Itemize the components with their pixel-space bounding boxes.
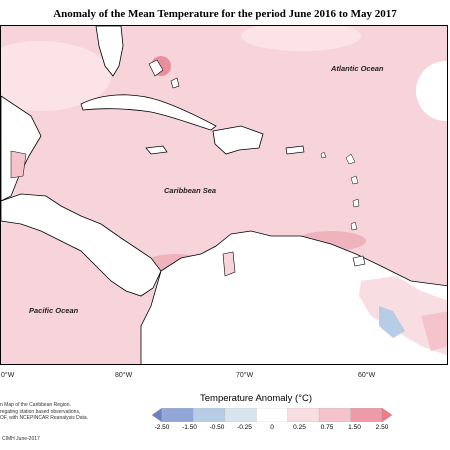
florida-landmass	[95, 26, 124, 77]
legend-tick-label: -0.25	[237, 424, 252, 431]
legend-color-cell	[287, 408, 320, 422]
south-america-landmass	[140, 230, 447, 364]
info-line: OF, with NCEPINCAR Reanalysis Data.	[0, 415, 89, 421]
legend-color-cell	[256, 408, 288, 422]
lesser-antilles-island	[345, 153, 356, 165]
lesser-antilles-island	[320, 151, 327, 159]
legend-tick-label: 0.25	[293, 424, 306, 431]
legend-tick-label: 0	[270, 424, 274, 431]
caribbean-sea-label: Caribbean Sea	[164, 186, 217, 195]
atlantic-ocean-label: Atlantic Ocean	[331, 64, 384, 73]
lesser-antilles-island	[352, 198, 360, 208]
map-panel: Atlantic Ocean Caribbean Sea Pacific Oce…	[0, 25, 448, 365]
legend-tick-label: -1.50	[182, 424, 197, 431]
legend-title: Temperature Anomaly (°C)	[200, 393, 313, 404]
lesser-antilles-island	[350, 221, 358, 231]
legend-arrow-high	[381, 408, 392, 422]
belize-anomaly	[10, 150, 27, 179]
info-text: n Map of the Caribbean Region. regating …	[0, 402, 130, 422]
bahamas-island	[148, 59, 164, 77]
lesser-antilles-island	[350, 175, 359, 185]
pacific-ocean-label: Pacific Ocean	[29, 306, 79, 315]
legend-tick-label: 0.75	[320, 424, 334, 431]
map-title: Anomaly of the Mean Temperature for the …	[53, 8, 397, 20]
legend-color-cell	[350, 408, 383, 422]
longitude-label: 80°W	[115, 372, 133, 379]
cuba-landmass	[80, 94, 217, 131]
puerto-rico-island	[285, 145, 305, 155]
warm-anomaly-patch	[421, 311, 447, 351]
legend-tick-label: -2.50	[154, 424, 170, 431]
neutral-anomaly-patch	[416, 61, 447, 121]
anomaly-map	[1, 26, 447, 364]
longitude-label: 70°W	[236, 372, 254, 379]
legend-tick-label: -0.50	[209, 424, 225, 431]
lake-maracaibo	[222, 251, 236, 277]
longitude-label: 0°W	[1, 372, 15, 379]
central-america-landmass	[1, 193, 162, 297]
legend-arrow-low	[152, 408, 163, 422]
trinidad-island	[352, 255, 366, 267]
legend-tick-label: 2.50	[375, 424, 389, 431]
jamaica-island	[145, 145, 168, 155]
cool-anomaly-patch	[379, 306, 405, 338]
legend-color-cell	[193, 408, 226, 422]
info-line: regating station based observations,	[0, 408, 81, 415]
hispaniola-landmass	[212, 125, 264, 155]
info-line: n Map of the Caribbean Region.	[0, 402, 71, 408]
legend-colorbar	[152, 408, 392, 422]
legend-color-cell	[161, 408, 194, 422]
light-anomaly-patch	[1, 41, 111, 111]
guianas-anomaly	[359, 276, 447, 356]
legend-tick-label: 1.50	[348, 424, 361, 431]
longitude-label: 60°W	[358, 372, 376, 379]
legend-color-cell	[224, 408, 257, 422]
legend-color-cell	[318, 408, 351, 422]
credit-text: CIMH June-2017	[2, 436, 40, 442]
light-anomaly-patch	[241, 26, 361, 51]
bahamas-island	[170, 77, 180, 89]
